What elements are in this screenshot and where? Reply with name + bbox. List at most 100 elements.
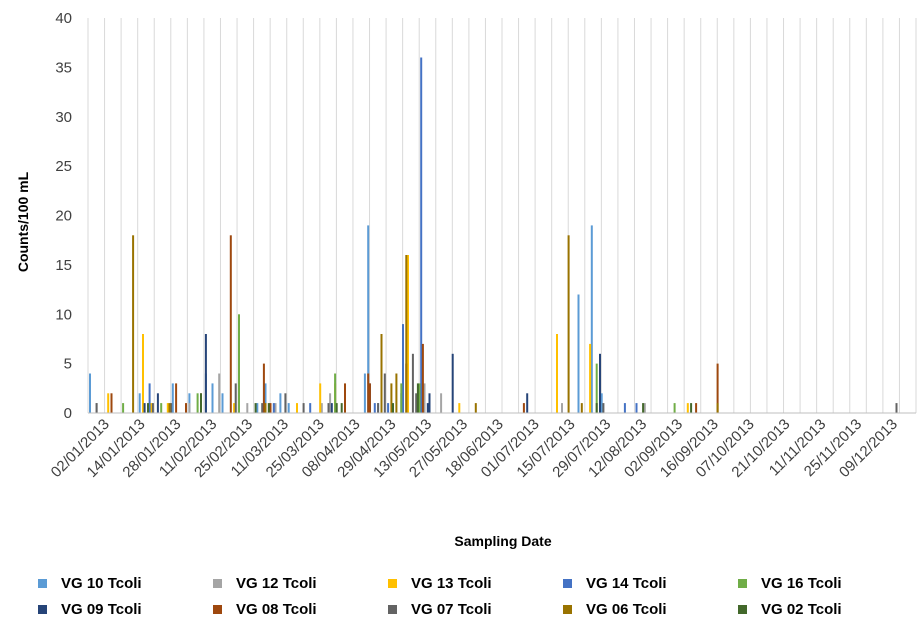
bar-vg-13-tcoli [407,255,409,413]
bar-vg-02-tcoli [595,403,598,413]
bar-vg-13-tcoli [166,403,169,413]
bar-vg-09-tcoli [526,393,529,414]
bar-vg-14-tcoli [309,403,312,413]
legend-label: VG 06 Tcoli [586,600,667,618]
bar-vg-14-tcoli [635,403,638,413]
legend-item: VG 14 Tcoli [563,573,738,593]
bar-vg-06-tcoli [716,403,719,413]
bar-vg-07-tcoli [234,383,237,413]
legend-label: VG 10 Tcoli [61,574,142,592]
bar-vg-02-tcoli [416,383,419,413]
bar-vg-02-tcoli [147,403,149,413]
bar-vg-16-tcoli [400,383,403,413]
bar-vg-12-tcoli [274,403,277,413]
bar-vg-16-tcoli [160,403,163,413]
bar-vg-12-tcoli [329,393,332,414]
bar-vg-10-tcoli [367,225,370,413]
bar-vg-08-tcoli [367,373,370,413]
gridlines [87,18,917,413]
bar-vg-08-tcoli [175,383,178,413]
bar-vg-12-tcoli [320,403,323,413]
bar-vg-07-tcoli [302,403,305,413]
y-tick-label: 30 [55,109,72,126]
bar-vg-09-tcoli [599,353,601,414]
legend-label: VG 13 Tcoli [411,574,492,592]
bar-vg-07-tcoli [170,403,173,413]
bar-vg-13-tcoli [142,334,144,413]
bar-vg-14-tcoli [373,403,376,413]
y-tick-label: 20 [55,208,72,225]
bar-vg-16-tcoli [418,383,421,413]
legend-label: VG 08 Tcoli [236,600,317,618]
legend-swatch [38,604,47,614]
bar-vg-08-tcoli [695,403,698,413]
bar-vg-02-tcoli [340,403,343,413]
bar-vg-16-tcoli [122,403,125,413]
bar-vg-09-tcoli [451,353,454,414]
bar-vg-07-tcoli [377,403,380,413]
bar-vg-02-tcoli [690,403,693,413]
legend-swatch [563,604,572,614]
bar-vg-10-tcoli [264,383,267,413]
axes: 051015202530354002/01/201314/01/201328/0… [48,10,916,481]
legend-item: VG 09 Tcoli [38,599,213,619]
legend-item: VG 13 Tcoli [388,573,563,593]
bar-vg-12-tcoli [423,383,426,413]
bar-vg-13-tcoli [233,403,236,413]
legend-item: VG 12 Tcoli [213,573,388,593]
bar-vg-10-tcoli [577,294,580,413]
bar-vg-09-tcoli [426,403,429,413]
bar-vg-13-tcoli [458,403,461,413]
bar-vg-14-tcoli [402,324,404,413]
bar-vg-07-tcoli [415,393,418,414]
bar-vg-08-tcoli [185,403,187,413]
bar-vg-07-tcoli [411,353,414,414]
bar-vg-10-tcoli [287,403,290,413]
legend-label: VG 12 Tcoli [236,574,317,592]
legend-item: VG 16 Tcoli [738,573,913,593]
legend-label: VG 16 Tcoli [761,574,842,592]
bar-vg-16-tcoli [196,393,199,414]
legend-item: VG 02 Tcoli [738,599,913,619]
bar-vg-08-tcoli [262,363,265,413]
bar-vg-10-tcoli [590,225,593,413]
bar-vg-07-tcoli [95,403,98,413]
legend-swatch [388,578,397,588]
bar-vg-02-tcoli [335,403,338,413]
y-axis-title: Counts/100 mL [15,171,31,272]
bar-vg-02-tcoli [200,393,202,414]
bar-vg-12-tcoli [643,403,646,413]
bar-vg-13-tcoli [686,403,689,413]
bar-vg-13-tcoli [296,403,298,413]
bar-vg-02-tcoli [392,403,394,413]
bar-vg-08-tcoli [269,403,272,413]
y-tick-label: 40 [55,10,72,27]
bar-vg-13-tcoli [556,334,558,413]
bar-vg-16-tcoli [238,314,240,414]
bar-vg-09-tcoli [204,334,207,413]
bar-vg-08-tcoli [368,383,371,413]
y-tick-label: 0 [64,405,72,422]
bar-vg-13-tcoli [589,343,592,413]
bar-vg-02-tcoli [254,403,257,413]
bar-vg-12-tcoli [246,403,249,413]
bar-vg-16-tcoli [673,403,676,413]
legend-swatch [738,604,747,614]
bar-vg-12-tcoli [188,403,191,413]
bar-vg-14-tcoli [387,403,390,413]
bar-vg-08-tcoli [110,393,113,414]
legend-label: VG 07 Tcoli [411,600,492,618]
legend-item: VG 08 Tcoli [213,599,388,619]
bar-vg-10-tcoli [600,393,603,414]
legend-swatch [38,578,47,588]
legend-label: VG 09 Tcoli [61,600,142,618]
bar-vg-10-tcoli [256,403,259,413]
bar-vg-07-tcoli [895,403,898,413]
bar-vg-02-tcoli [642,403,645,413]
y-tick-label: 35 [55,59,72,76]
bar-vg-06-tcoli [580,403,583,413]
bar-vg-16-tcoli [334,373,337,413]
legend-swatch [213,578,222,588]
bars [89,57,898,414]
